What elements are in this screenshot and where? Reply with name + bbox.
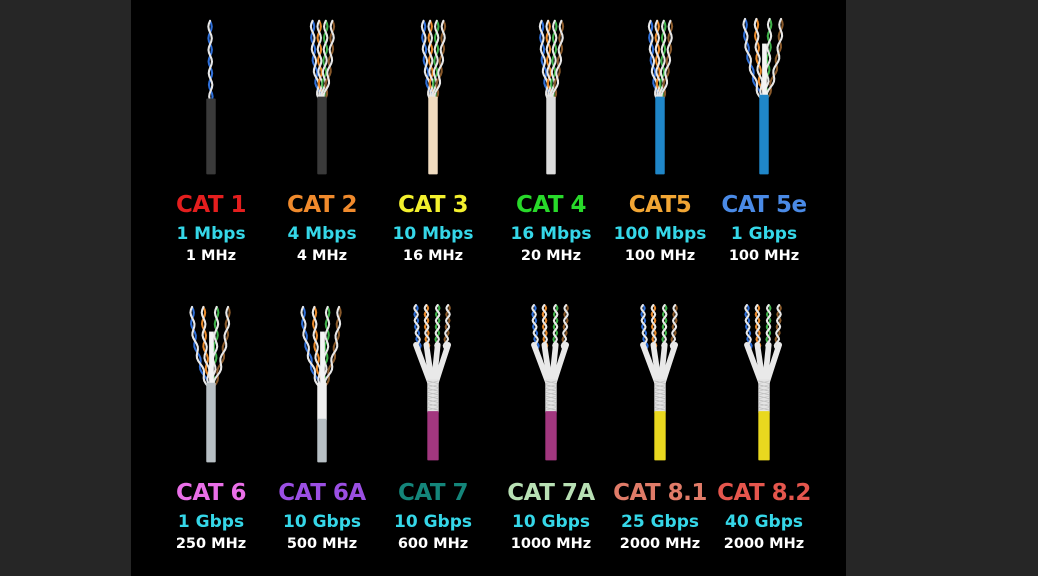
cable-illustration (206, 19, 216, 175)
category-name: CAT 2 (286, 192, 358, 218)
cable-illustration (420, 19, 447, 175)
category-name: CAT 6A (278, 480, 366, 506)
cable-illustration (531, 304, 569, 461)
speed-label: 100 Mbps (613, 224, 707, 244)
category-name: CAT 8.1 (613, 480, 707, 506)
category-name: CAT 8.2 (717, 480, 811, 506)
speed-label: 10 Gbps (283, 512, 361, 532)
cable-card: CAT 7A 10 Gbps 1000 MHz (492, 288, 610, 576)
category-name: CAT 6 (175, 480, 247, 506)
cable-card: CAT 1 1 Mbps 1 MHz (152, 0, 270, 288)
cable-card: CAT 8.2 40 Gbps 2000 MHz (705, 288, 823, 576)
cable-card: CAT 6A 10 Gbps 500 MHz (263, 288, 381, 576)
category-name: CAT 1 (175, 192, 247, 218)
frequency-label: 600 MHz (397, 536, 469, 552)
category-name: CAT 5e (721, 192, 807, 218)
cable-illustration (300, 305, 342, 463)
cable-card: CAT 2 4 Mbps 4 MHz (263, 0, 381, 288)
speed-label: 1 Gbps (177, 512, 245, 532)
category-name: CAT 3 (397, 192, 469, 218)
cable-illustration (413, 304, 451, 461)
cable-card: CAT5 100 Mbps 100 MHz (601, 0, 719, 288)
cable-card: CAT 4 16 Mbps 20 MHz (492, 0, 610, 288)
category-name: CAT 7 (397, 480, 469, 506)
cable-illustration (309, 19, 336, 175)
cable-card: CAT 7 10 Gbps 600 MHz (374, 288, 492, 576)
speed-label: 10 Gbps (394, 512, 472, 532)
speed-label: 16 Mbps (510, 224, 592, 244)
speed-label: 1 Gbps (730, 224, 798, 244)
speed-label: 1 Mbps (176, 224, 246, 244)
cable-illustration (640, 304, 678, 461)
cable-card: CAT 3 10 Mbps 16 MHz (374, 0, 492, 288)
frequency-label: 16 MHz (402, 248, 464, 264)
frequency-label: 250 MHz (175, 536, 247, 552)
frequency-label: 100 MHz (728, 248, 800, 264)
frequency-label: 2000 MHz (723, 536, 805, 552)
cable-illustration (744, 304, 782, 461)
category-name: CAT5 (628, 192, 692, 218)
frequency-label: 20 MHz (520, 248, 582, 264)
speed-label: 40 Gbps (725, 512, 803, 532)
frequency-label: 2000 MHz (619, 536, 701, 552)
frequency-label: 500 MHz (286, 536, 358, 552)
speed-label: 4 Mbps (287, 224, 357, 244)
frequency-label: 1 MHz (185, 248, 237, 264)
frequency-label: 4 MHz (296, 248, 348, 264)
cable-card: CAT 8.1 25 Gbps 2000 MHz (601, 288, 719, 576)
frequency-label: 1000 MHz (510, 536, 592, 552)
cable-illustration (647, 19, 674, 175)
speed-label: 10 Mbps (392, 224, 474, 244)
speed-label: 10 Gbps (512, 512, 590, 532)
cable-illustration (538, 19, 565, 175)
cable-illustration (742, 17, 784, 175)
speed-label: 25 Gbps (621, 512, 699, 532)
category-name: CAT 4 (515, 192, 587, 218)
cable-poster: CAT 1 1 Mbps 1 MHz CAT 2 4 Mbps 4 MHz CAT 3 10 … (131, 0, 846, 576)
frequency-label: 100 MHz (624, 248, 696, 264)
cable-card: CAT 6 1 Gbps 250 MHz (152, 288, 270, 576)
category-name: CAT 7A (507, 480, 595, 506)
cable-illustration (189, 305, 231, 463)
cable-card: CAT 5e 1 Gbps 100 MHz (705, 0, 823, 288)
